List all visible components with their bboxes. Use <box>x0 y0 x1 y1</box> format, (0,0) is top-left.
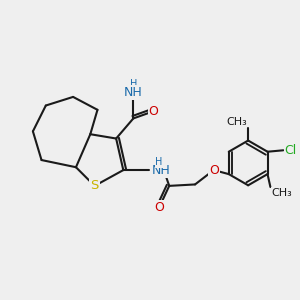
Text: Cl: Cl <box>285 144 297 157</box>
Text: NH: NH <box>124 86 143 99</box>
Text: S: S <box>90 179 99 192</box>
Text: H: H <box>130 79 137 89</box>
Text: H: H <box>155 157 163 167</box>
Text: O: O <box>148 105 158 118</box>
Text: O: O <box>154 201 164 214</box>
Text: CH₃: CH₃ <box>226 117 247 127</box>
Text: CH₃: CH₃ <box>272 188 292 198</box>
Text: NH: NH <box>152 164 170 177</box>
Text: O: O <box>209 164 219 177</box>
